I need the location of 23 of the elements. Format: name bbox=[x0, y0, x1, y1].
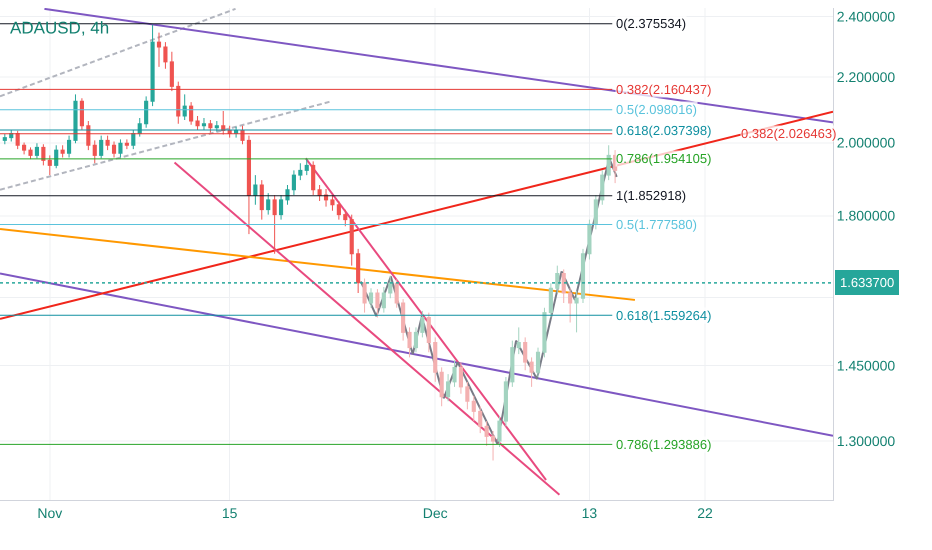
x-tick-label: Dec bbox=[422, 504, 448, 521]
ref-line-label: 0.5(1.777580) bbox=[616, 217, 697, 232]
y-tick-label: 2.400000 bbox=[836, 8, 896, 24]
ref-line-label: 0.786(1.293886) bbox=[616, 437, 712, 452]
y-tick-label: 1.300000 bbox=[836, 433, 896, 450]
x-tick-label: 22 bbox=[697, 504, 714, 521]
ref-line-label: 0.5(2.098016) bbox=[616, 102, 697, 117]
ref-line-label: 0.618(2.037398) bbox=[616, 123, 712, 138]
text: ADAUSD, 4h bbox=[10, 18, 110, 38]
ref-line-label: 0.618(1.559264) bbox=[616, 308, 712, 323]
y-tick-label: 2.200000 bbox=[836, 68, 896, 85]
ref-line-label: 0.382(2.160437) bbox=[616, 82, 712, 97]
ref-line-label: 1(1.852918) bbox=[616, 188, 686, 203]
ref-line-label: 0(2.375534) bbox=[616, 16, 686, 31]
x-tick-label: 15 bbox=[222, 504, 238, 521]
y-tick-label: 2.000000 bbox=[836, 134, 896, 151]
ref-line-label: 0.382(2.026463) bbox=[741, 126, 836, 141]
ref-line-label: 0.786(1.954105) bbox=[616, 151, 712, 166]
y-tick-label: 1.450000 bbox=[836, 357, 896, 374]
x-tick-label: 13 bbox=[582, 504, 598, 521]
ref-line-label: 1.633700 bbox=[840, 275, 894, 290]
y-tick-label: 1.800000 bbox=[836, 208, 896, 224]
x-tick-label: Nov bbox=[37, 504, 62, 521]
